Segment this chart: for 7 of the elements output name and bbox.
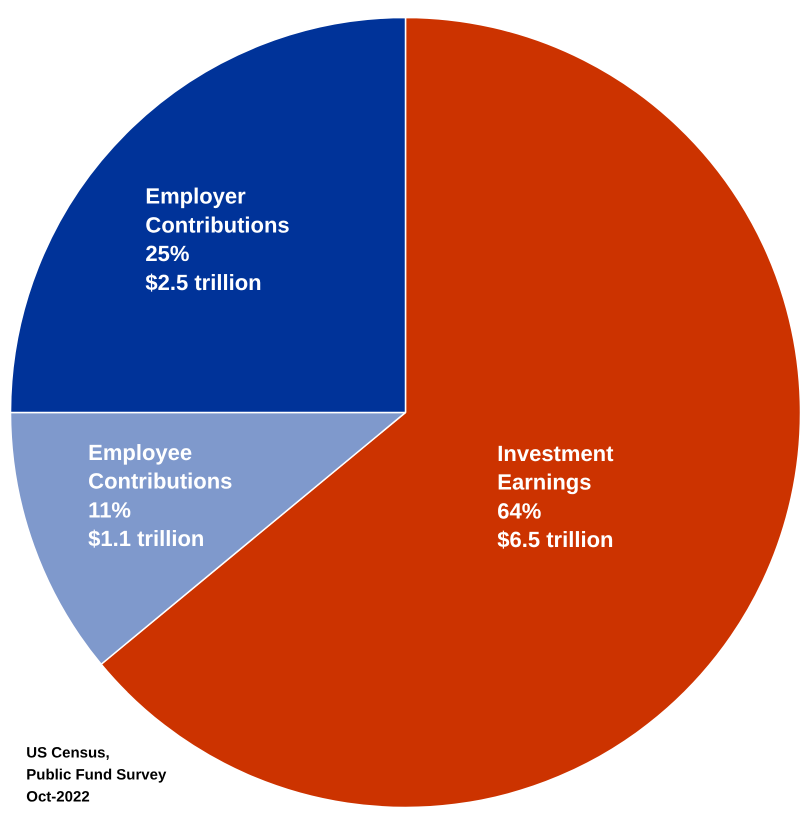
- slice-label: Employer Contributions: [145, 184, 290, 238]
- text: US Census, Public Fund Survey Oct-2022: [26, 744, 167, 806]
- data-label: 11% $1.1 trillion: [88, 497, 204, 552]
- slice-label: Investment Earnings: [497, 440, 614, 495]
- data-label: 25% $2.5 trillion: [145, 241, 262, 295]
- data-label: 64% $6.5 trillion: [497, 498, 614, 552]
- slice-label: Employee Contributions: [88, 440, 232, 494]
